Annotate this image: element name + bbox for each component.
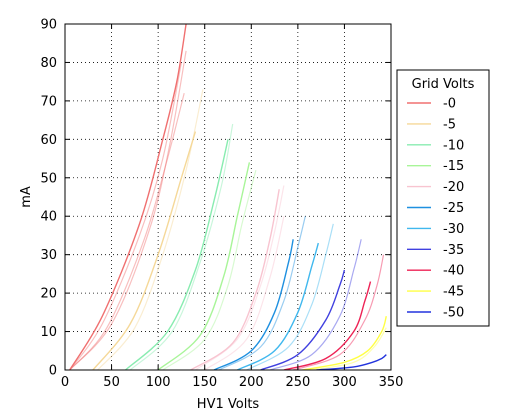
- series-grid45: [302, 316, 387, 370]
- series-line-faint-grid20: [204, 216, 285, 370]
- x-tick-label: 100: [146, 375, 171, 390]
- y-tick-label: 20: [40, 287, 57, 302]
- y-tick-label: 30: [40, 248, 57, 263]
- legend-label-grid5: -5: [443, 117, 456, 132]
- y-tick-label: 80: [40, 56, 57, 71]
- legend-label-grid15: -15: [443, 159, 464, 174]
- series-line-faint-grid45: [311, 327, 387, 370]
- series-line-grid5: [92, 131, 197, 370]
- x-tick-label: 350: [379, 375, 404, 390]
- series-line-faint-grid10: [129, 123, 234, 370]
- series-line-grid10: [125, 139, 229, 370]
- y-tick-label: 40: [40, 210, 57, 225]
- legend-title: Grid Volts: [412, 77, 475, 92]
- series-grid15: [157, 162, 257, 370]
- y-tick-label: 90: [40, 18, 57, 33]
- y-tick-label: 10: [40, 325, 57, 340]
- legend-label-grid50: -50: [443, 306, 464, 321]
- series-line-grid15: [157, 162, 251, 370]
- legend-box: [396, 69, 490, 327]
- series-line-grid30: [236, 242, 319, 370]
- legend-label-grid30: -30: [443, 222, 464, 237]
- series-group: [69, 24, 387, 370]
- legend-label-grid0: -0: [443, 97, 456, 112]
- series-grid20: [190, 185, 285, 370]
- y-tick-label: 0: [49, 364, 57, 379]
- series-grid5: [92, 89, 204, 370]
- series-grid35: [260, 239, 362, 370]
- series-line-faint-grid0: [69, 93, 185, 370]
- x-tick-label: 300: [332, 375, 357, 390]
- series-grid25: [213, 216, 306, 370]
- series-line-faint-grid0: [69, 62, 182, 370]
- series-line-grid0: [69, 24, 187, 370]
- series-line-faint-grid0: [69, 50, 187, 370]
- series-line-grid40: [283, 281, 372, 370]
- legend-label-grid20: -20: [443, 180, 464, 195]
- series-line-grid25: [213, 239, 294, 370]
- series-line-faint-grid35: [269, 239, 362, 370]
- series-line-faint-grid40: [293, 254, 385, 370]
- series-grid50: [316, 354, 387, 370]
- legend-label-grid40: -40: [443, 264, 464, 279]
- series-line-faint-grid30: [246, 223, 334, 370]
- y-tick-label: 70: [40, 94, 57, 109]
- x-tick-label: 150: [192, 375, 217, 390]
- plot-frame: [64, 23, 392, 371]
- series-line-faint-grid25: [218, 216, 306, 370]
- series-grid30: [236, 223, 334, 370]
- series-line-grid50: [316, 354, 387, 370]
- series-line-grid20: [190, 189, 280, 370]
- series-line-grid35: [260, 269, 346, 370]
- legend-label-grid25: -25: [443, 201, 464, 216]
- series-grid40: [283, 254, 385, 370]
- x-tick-label: 50: [103, 375, 120, 390]
- series-grid10: [125, 123, 234, 370]
- series-line-faint-grid15: [162, 169, 257, 370]
- x-tick-label: 0: [61, 375, 69, 390]
- x-axis-label: HV1 Volts: [197, 397, 260, 412]
- y-tick-label: 60: [40, 133, 57, 148]
- axis-ticks: 0 50 100 150 200 250 300 350 0 10 20 30 40 50 60 70 80 90: [40, 18, 403, 391]
- legend-label-grid45: -45: [443, 285, 464, 300]
- x-tick-label: 200: [239, 375, 264, 390]
- legend-label-grid35: -35: [443, 243, 464, 258]
- series-line-grid45: [302, 316, 387, 370]
- x-tick-label: 250: [285, 375, 310, 390]
- legend-items: -0 -5 -10 -15 -20 -25 -30 -35 -40 -45 -50: [407, 97, 464, 321]
- series-grid0: [69, 24, 187, 370]
- legend-label-grid10: -10: [443, 138, 464, 153]
- y-tick-label: 50: [40, 171, 57, 186]
- legend: Grid Volts -0-5-10-15-20-25-30-35-40-45-…: [396, 69, 490, 327]
- y-axis-label: mA: [19, 186, 34, 208]
